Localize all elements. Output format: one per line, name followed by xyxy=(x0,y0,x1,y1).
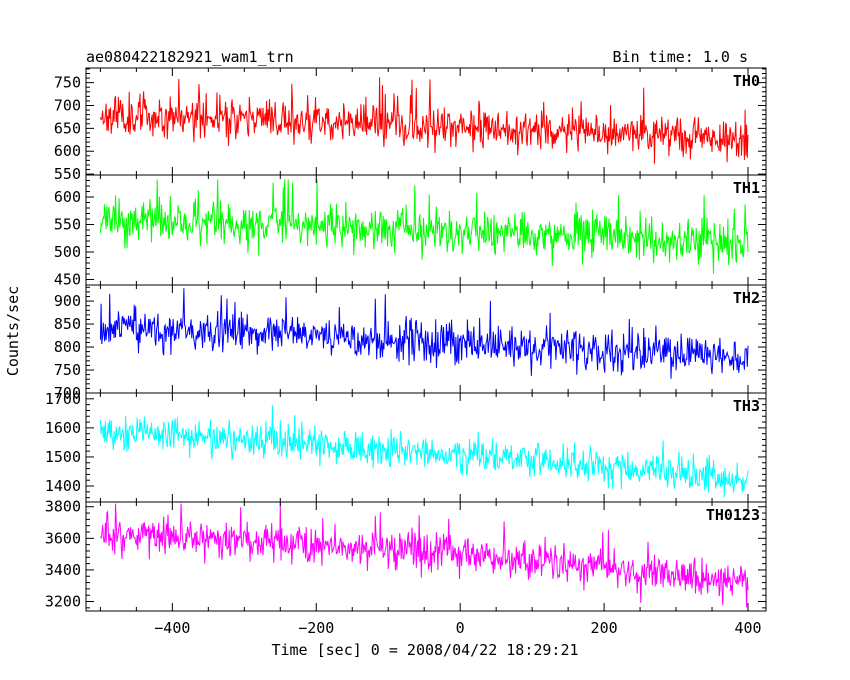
trace-th0123 xyxy=(99,503,749,608)
y-tick-label: 750 xyxy=(54,74,81,92)
y-tick-label: 750 xyxy=(54,361,81,379)
series-label: TH3 xyxy=(733,397,760,415)
panels: 550 600 650 700 750 TH0 450 500 550 600 TH1 700 750 8… xyxy=(45,67,767,637)
y-tick-label: 450 xyxy=(54,271,81,289)
y-tick-label: 600 xyxy=(54,142,81,160)
trace-th1 xyxy=(99,179,749,274)
y-tick-label: 900 xyxy=(54,292,81,310)
y-tick-label: 700 xyxy=(54,384,81,402)
panel-th1: 450 500 550 600 TH1 xyxy=(54,174,767,289)
series-label: TH0123 xyxy=(706,506,760,524)
y-tick-label: 1700 xyxy=(45,390,81,408)
y-tick-label: 650 xyxy=(54,119,81,137)
y-tick-label: 850 xyxy=(54,315,81,333)
y-axis-label: Counts/sec xyxy=(4,286,22,376)
trace-th2 xyxy=(99,288,749,379)
y-tick-label: 700 xyxy=(54,96,81,114)
x-tick-label: 0 xyxy=(456,619,465,637)
x-tick-label: 400 xyxy=(734,619,761,637)
y-tick-label: 800 xyxy=(54,338,81,356)
figure-title: ae080422182921_wam1_trn xyxy=(86,48,294,66)
x-tick-label: −200 xyxy=(298,619,334,637)
bin-time-label: Bin time: 1.0 s xyxy=(613,48,748,66)
y-tick-label: 1400 xyxy=(45,477,81,495)
trace-th3 xyxy=(99,405,749,498)
series-label: TH0 xyxy=(733,72,760,90)
panel-th0: 550 600 650 700 750 TH0 xyxy=(54,67,767,183)
y-tick-label: 3200 xyxy=(45,593,81,611)
y-tick-label: 550 xyxy=(54,165,81,183)
series-label: TH2 xyxy=(733,289,760,307)
y-tick-label: 1500 xyxy=(45,448,81,466)
panel-th3: 1400 1500 1600 1700 TH3 xyxy=(45,390,767,503)
trace-th0 xyxy=(99,77,749,164)
y-tick-label: 3600 xyxy=(45,529,81,547)
y-tick-label: 550 xyxy=(54,216,81,234)
y-tick-label: 3400 xyxy=(45,561,81,579)
y-tick-label: 500 xyxy=(54,243,81,261)
x-tick-label: −400 xyxy=(154,619,190,637)
panel-frame xyxy=(85,501,767,612)
series-label: TH1 xyxy=(733,179,760,197)
y-tick-label: 1600 xyxy=(45,419,81,437)
x-tick-label: 200 xyxy=(591,619,618,637)
panel-th0123: 3200 3400 3600 3800 TH0123 xyxy=(45,498,767,612)
x-axis-label: Time [sec] 0 = 2008/04/22 18:29:21 xyxy=(271,641,578,659)
y-tick-label: 3800 xyxy=(45,498,81,516)
panel-th2: 700 750 800 850 900 TH2 xyxy=(54,284,767,402)
y-tick-label: 600 xyxy=(54,188,81,206)
